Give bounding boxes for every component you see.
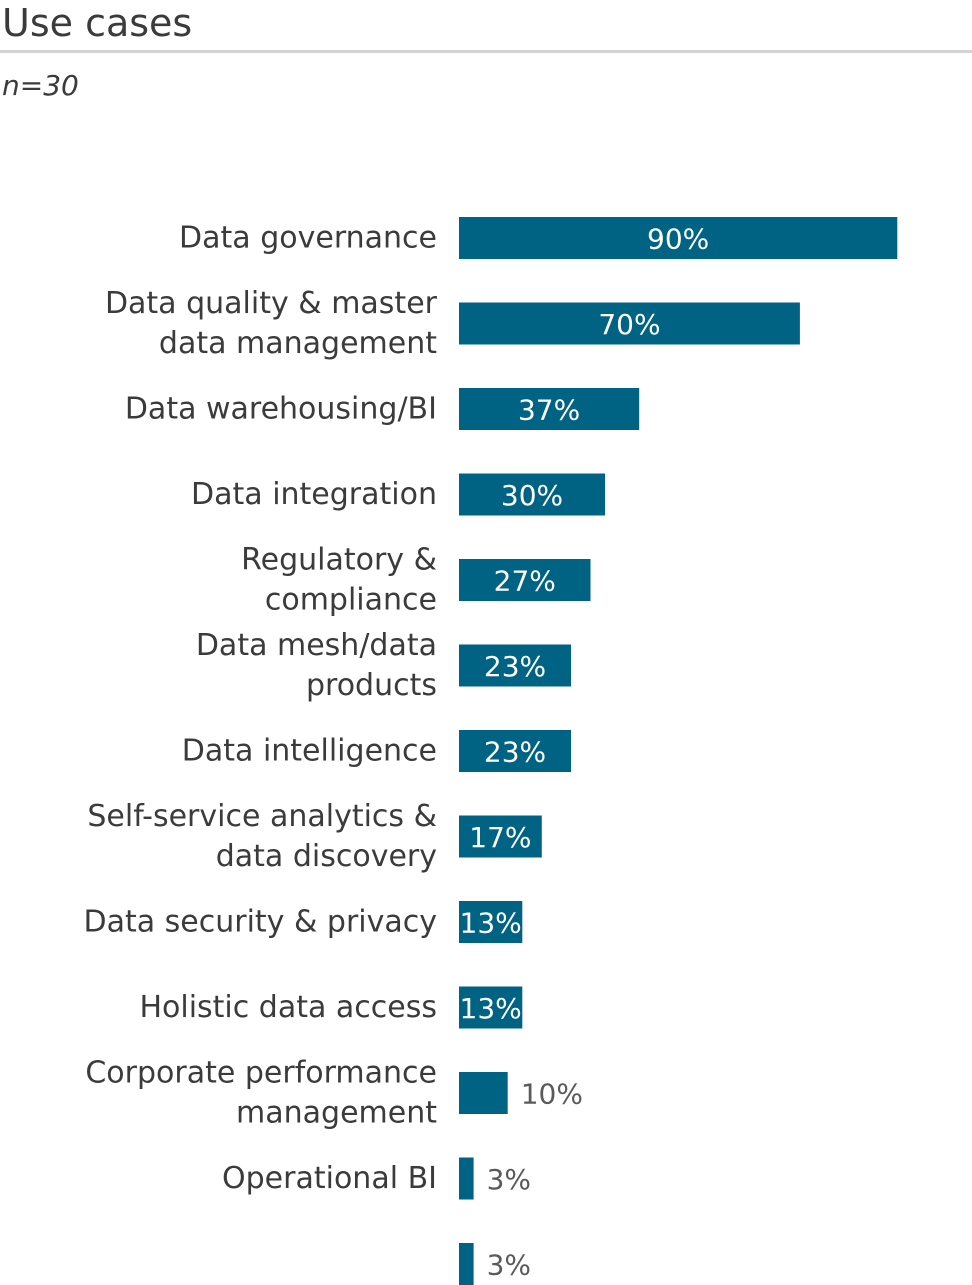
category-label: Data integration <box>191 477 437 512</box>
bar-value-label: 23% <box>484 650 546 683</box>
bar-value-label: 3% <box>487 1163 531 1196</box>
category-label: data discovery <box>216 839 437 874</box>
bar-value-label: 3% <box>487 1249 531 1282</box>
bar-value-label: 23% <box>484 736 546 769</box>
category-label: Data warehousing/BI <box>125 392 437 427</box>
bar-value-label: 13% <box>460 907 522 940</box>
category-label: Corporate performance <box>85 1056 437 1091</box>
bar <box>459 473 606 516</box>
bar <box>459 644 572 687</box>
bar <box>459 302 800 345</box>
bar-value-label: 10% <box>521 1078 583 1111</box>
category-label: Data governance <box>179 221 437 256</box>
category-label: management <box>236 1096 437 1131</box>
title-divider <box>0 50 972 53</box>
category-label: Self-service analytics & <box>87 799 437 834</box>
bar <box>459 1243 474 1285</box>
bar-value-label: 13% <box>460 992 522 1025</box>
category-label: Holistic data access <box>139 990 437 1025</box>
category-label: Operational BI <box>222 1161 437 1196</box>
bar-value-label: 90% <box>647 223 709 256</box>
bar <box>459 901 523 943</box>
bar-value-label: 17% <box>469 821 531 854</box>
bar-value-label: 70% <box>598 308 660 341</box>
bar <box>459 559 591 601</box>
bar <box>459 388 640 430</box>
bar-value-label: 30% <box>501 479 563 512</box>
category-label: Data intelligence <box>182 734 437 769</box>
sample-size: n=30 <box>2 69 79 102</box>
bar <box>459 730 572 772</box>
category-label: Regulatory & <box>241 543 437 578</box>
bar <box>459 1072 508 1114</box>
bar <box>459 1157 474 1200</box>
bar-value-label: 37% <box>518 394 580 427</box>
bar-value-label: 27% <box>494 565 556 598</box>
bar <box>459 217 898 259</box>
category-label: products <box>306 668 437 703</box>
bar <box>459 815 542 858</box>
category-label: compliance <box>265 583 437 618</box>
bar <box>459 986 523 1029</box>
category-label: Data quality & master <box>105 286 438 321</box>
category-label: data management <box>159 326 437 361</box>
category-label: Data security & privacy <box>83 905 437 940</box>
chart-title: Use cases <box>2 1 193 45</box>
category-label: Data mesh/data <box>196 628 437 663</box>
